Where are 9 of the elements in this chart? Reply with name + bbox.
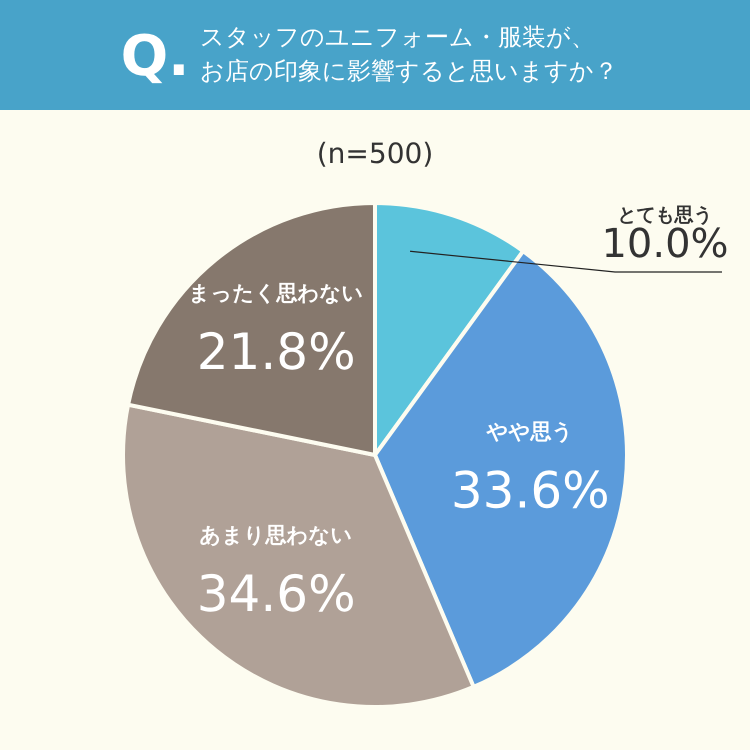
data-label: 34.6%: [196, 565, 356, 624]
slice-label: まったく思わない: [188, 280, 364, 305]
slice-label: あまり思わない: [200, 523, 353, 548]
slice-label: やや思う: [486, 420, 574, 444]
chart-title: スタッフのユニフォーム・服装が、お店の印象に影響すると思いますか？: [200, 23, 618, 85]
data-label: 21.8%: [196, 322, 356, 381]
data-label: 33.6%: [450, 462, 610, 520]
chart-subtitle: (n=500): [316, 137, 434, 170]
text: Q.: [120, 24, 190, 89]
